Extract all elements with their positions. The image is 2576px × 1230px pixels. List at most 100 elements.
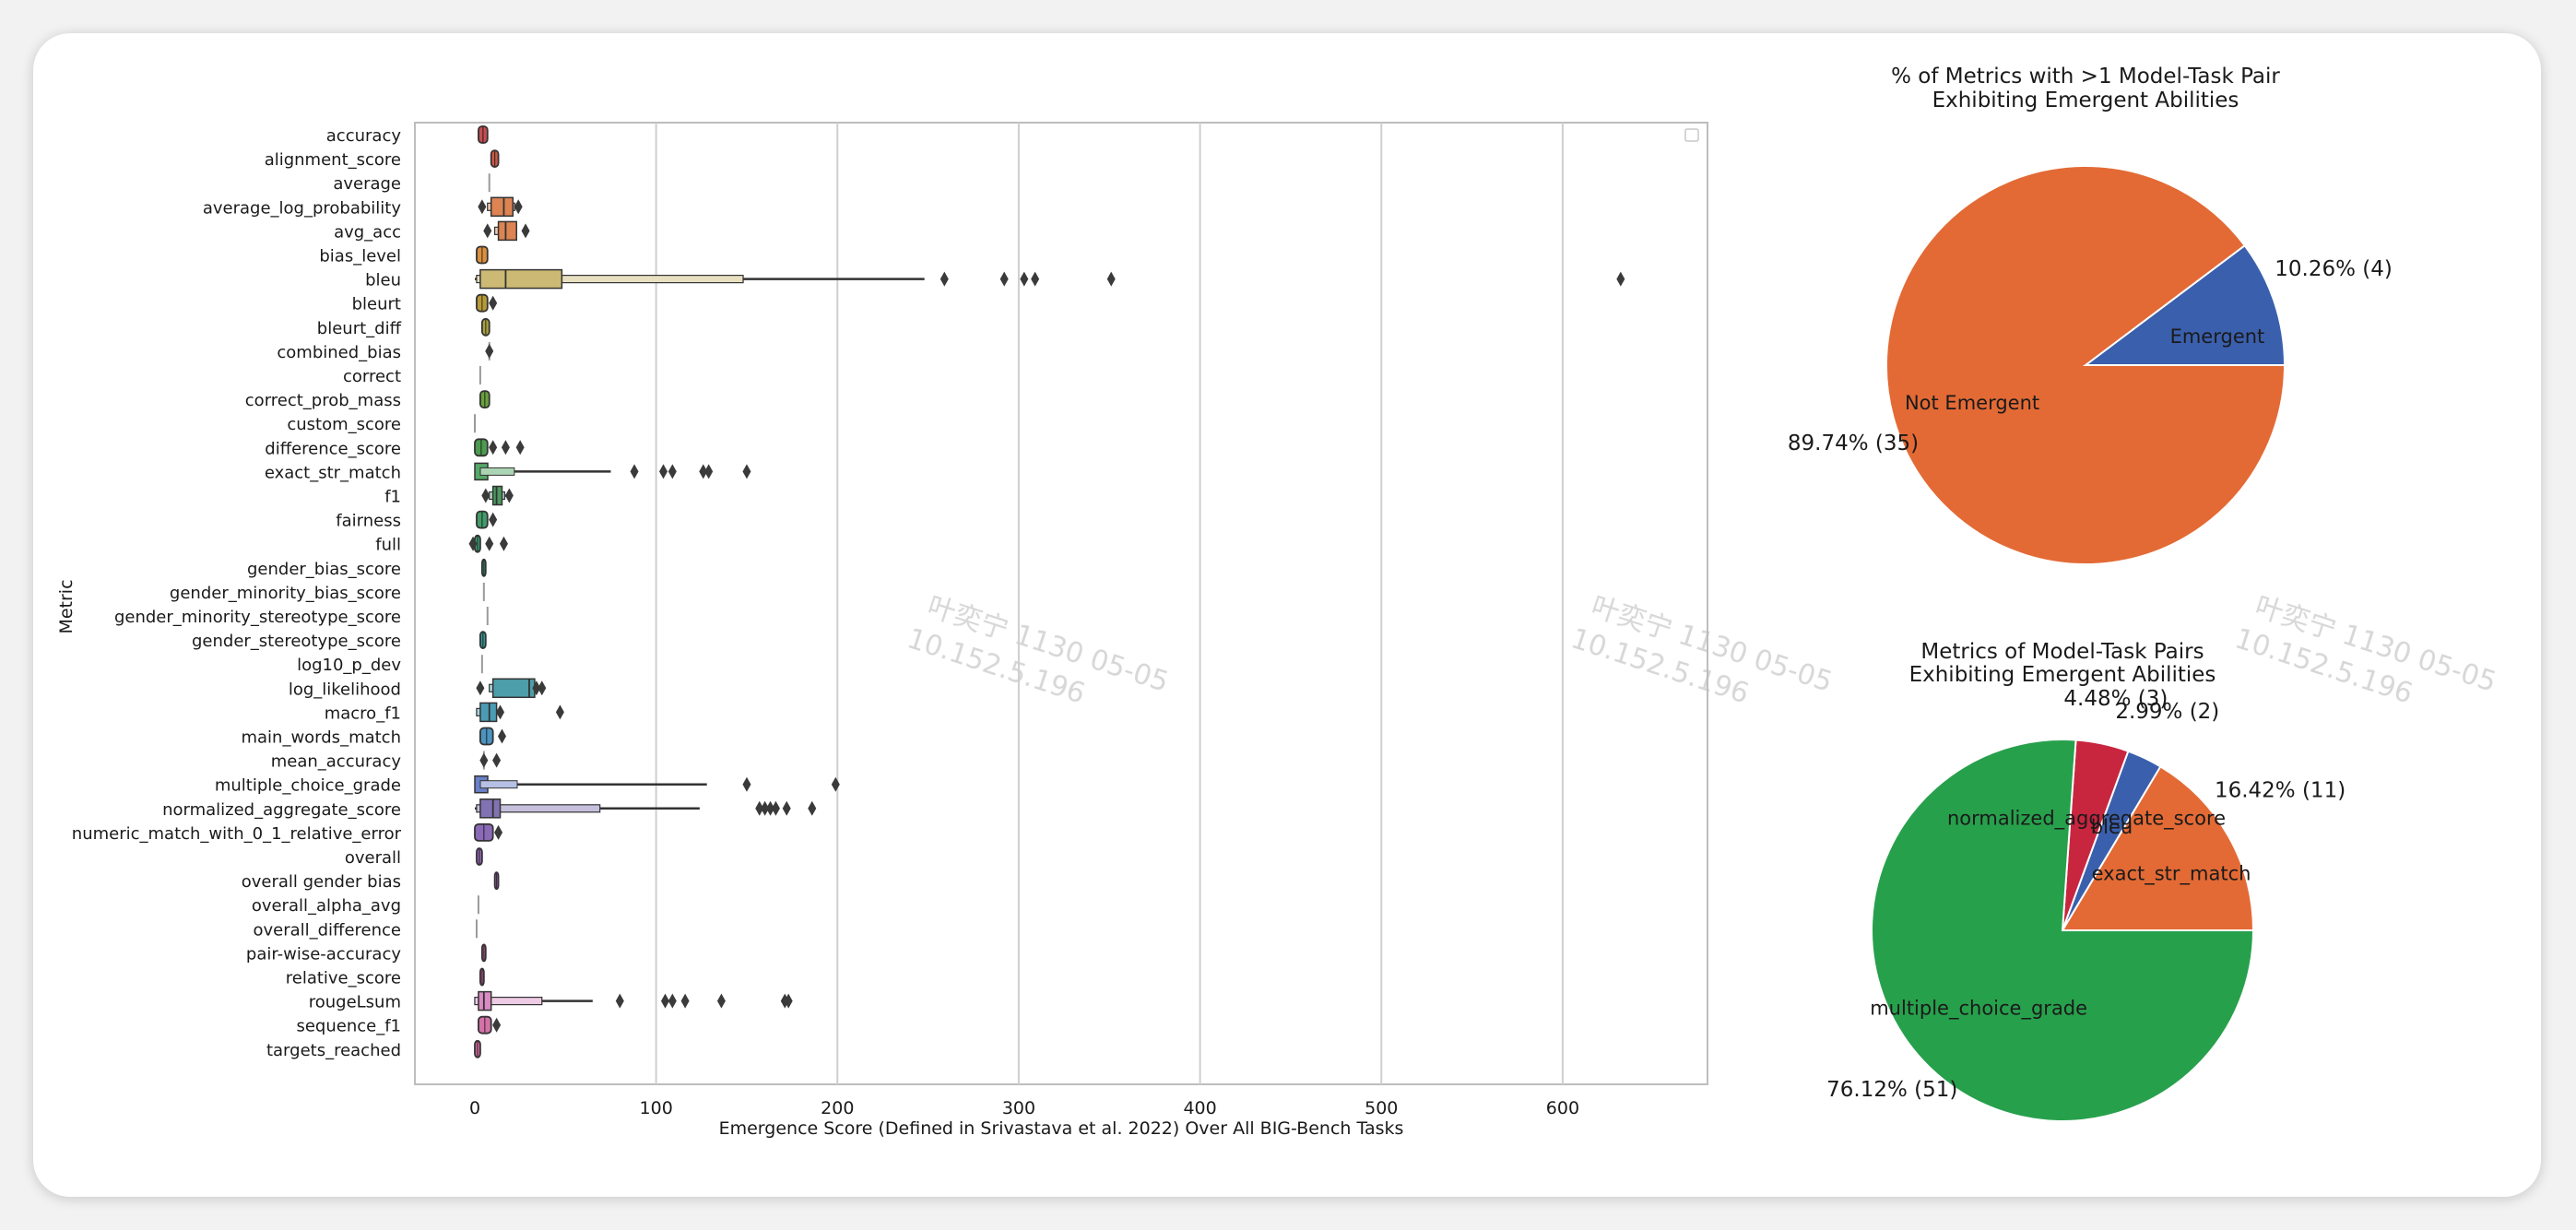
outlier-point xyxy=(489,440,498,455)
boxen-outer-box xyxy=(474,996,543,1006)
outlier-point xyxy=(489,512,498,527)
boxen-row xyxy=(493,871,500,890)
outlier-point xyxy=(771,800,780,816)
outlier-point xyxy=(1616,271,1625,287)
y-axis-label: Metric xyxy=(56,579,77,633)
pie1-title-line2: Exhibiting Emergent Abilities xyxy=(1932,89,2239,112)
y-tick-label: exact_str_match xyxy=(265,463,401,482)
boxen-row xyxy=(479,631,487,649)
outlier-point xyxy=(660,993,669,1009)
x-axis-label: Emergence Score (Defined in Srivastava e… xyxy=(719,1118,1404,1139)
boxen-box xyxy=(490,196,514,218)
pie-slice-label: bleu xyxy=(2091,816,2133,838)
y-tick-label: pair-wise-accuracy xyxy=(246,944,401,964)
legend-box xyxy=(1684,128,1699,142)
outlier-point xyxy=(483,223,492,239)
boxen-row xyxy=(468,534,508,553)
y-tick-label: rougeLsum xyxy=(309,993,401,1012)
pie-slice xyxy=(1871,739,2255,1122)
outlier-point xyxy=(555,704,564,720)
pie2-labels: exact_str_match 16.42% (11) bleu 2.99% (2) n… xyxy=(1826,687,2346,1102)
outlier-point xyxy=(532,680,541,696)
outlier-point xyxy=(478,199,487,215)
y-tick-label: log_likelihood xyxy=(289,680,401,699)
outlier-point xyxy=(1031,271,1040,287)
y-tick-label: sequence_f1 xyxy=(296,1017,401,1036)
y-tick-label: relative_score xyxy=(286,969,401,988)
outlier-point xyxy=(999,271,1009,287)
outlier-point xyxy=(668,464,677,479)
y-tick-label: overall xyxy=(345,848,401,868)
plot-frame xyxy=(414,122,1708,1085)
y-tick-label: bleu xyxy=(365,271,401,290)
boxen-row xyxy=(480,317,490,337)
boxen-box xyxy=(491,485,503,506)
pie1-slices xyxy=(1885,165,2286,565)
boxen-row xyxy=(474,990,793,1011)
x-tick-label: 300 xyxy=(1002,1098,1035,1118)
y-tick-label: correct_prob_mass xyxy=(245,391,401,410)
outlier-point xyxy=(515,440,525,455)
outlier-point xyxy=(761,800,770,816)
boxen-row xyxy=(475,798,817,819)
outlier-point xyxy=(489,295,498,311)
x-tick-label: 500 xyxy=(1365,1098,1398,1118)
outlier-point xyxy=(808,800,817,816)
pie-value-label: 16.42% (11) xyxy=(2215,778,2346,802)
figure-canvas: 叶奕宁 1130 05-05 10.152.5.196 叶奕宁 1130 05-… xyxy=(56,65,2500,1139)
watermark-stamp: 叶奕宁 1130 05-05 10.152.5.196 xyxy=(904,590,1173,710)
boxen-box xyxy=(479,702,498,723)
x-tick-label: 600 xyxy=(1546,1098,1579,1118)
y-tick-label: correct xyxy=(343,367,401,386)
outlier-point xyxy=(501,440,510,455)
outlier-point xyxy=(782,800,791,816)
y-tick-label: overall_difference xyxy=(253,920,401,940)
boxen-outer-box xyxy=(479,467,515,476)
y-tick-label: normalized_aggregate_score xyxy=(162,800,401,820)
boxen-row xyxy=(476,847,483,866)
y-tick-label: macro_f1 xyxy=(325,704,401,723)
watermark-stamp: 叶奕宁 1130 05-05 10.152.5.196 xyxy=(2231,590,2500,710)
boxen-row xyxy=(474,438,525,457)
outlier-point xyxy=(476,680,485,696)
outlier-point xyxy=(479,752,489,768)
pie-value-label: 10.26% (4) xyxy=(2275,257,2393,281)
pie-slice-label: exact_str_match xyxy=(2092,863,2251,886)
pie-value-label: 4.48% (3) xyxy=(2063,687,2168,711)
outlier-point xyxy=(784,993,793,1009)
y-tick-label: fairness xyxy=(336,512,401,531)
boxen-row xyxy=(478,125,489,144)
y-tick-label: custom_score xyxy=(287,415,401,434)
pie-chart-metrics: % of Metrics with >1 Model-Task Pair Exh… xyxy=(1788,65,2393,565)
boxen-row xyxy=(483,220,530,242)
pie-slice-label: Emergent xyxy=(2170,325,2265,348)
pie-slice-label: multiple_choice_grade xyxy=(1870,998,2087,1021)
outlier-point xyxy=(492,752,502,768)
x-tick-label: 100 xyxy=(640,1098,673,1118)
boxen-row xyxy=(479,390,490,409)
gridlines xyxy=(655,123,1564,1084)
y-tick-label: bleurt xyxy=(352,295,401,314)
boxen-box xyxy=(479,798,502,819)
y-tick-label: gender_stereotype_score xyxy=(192,632,401,651)
outlier-point xyxy=(755,800,764,816)
watermark: 叶奕宁 1130 05-05 10.152.5.196 叶奕宁 1130 05-… xyxy=(904,590,2500,710)
boxen-row xyxy=(476,702,564,723)
outlier-point xyxy=(497,728,506,744)
outlier-point xyxy=(494,824,503,840)
pie-value-label: 76.12% (51) xyxy=(1826,1078,1957,1102)
boxen-marks xyxy=(468,125,1625,1059)
pie-slice xyxy=(2061,764,2255,931)
boxen-row xyxy=(479,967,485,987)
outlier-point xyxy=(680,993,690,1009)
y-tick-label: f1 xyxy=(384,488,401,507)
outlier-point xyxy=(504,488,514,503)
y-tick-label: gender_minority_stereotype_score xyxy=(114,608,401,627)
boxen-outer-box xyxy=(476,804,601,813)
boxen-row xyxy=(490,149,500,168)
outlier-point xyxy=(659,464,668,479)
pie-value-label: 89.74% (35) xyxy=(1788,432,1919,455)
y-tick-label: alignment_score xyxy=(265,150,401,170)
pie2-title-line2: Exhibiting Emergent Abilities xyxy=(1909,663,2216,687)
y-tick-label: bleurt_diff xyxy=(317,319,402,338)
